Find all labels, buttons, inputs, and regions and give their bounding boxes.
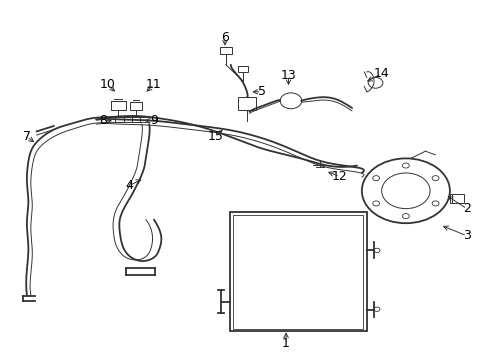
- Bar: [449, 194, 463, 203]
- Text: 14: 14: [373, 67, 388, 80]
- Text: 13: 13: [280, 69, 296, 82]
- Text: 7: 7: [23, 130, 31, 143]
- Text: 2: 2: [462, 202, 470, 215]
- Text: 11: 11: [146, 78, 162, 91]
- Text: 15: 15: [207, 130, 223, 143]
- Bar: [233, 215, 363, 329]
- Text: 4: 4: [125, 179, 133, 192]
- Bar: [131, 116, 140, 122]
- Bar: [111, 101, 125, 110]
- Bar: [115, 116, 124, 122]
- Text: 3: 3: [462, 229, 470, 242]
- Bar: [238, 66, 247, 72]
- Text: 8: 8: [99, 114, 106, 127]
- Text: 9: 9: [150, 114, 158, 127]
- Text: 6: 6: [221, 31, 228, 44]
- Bar: [238, 97, 255, 110]
- Text: 1: 1: [282, 337, 289, 350]
- Text: 5: 5: [257, 85, 265, 98]
- Bar: [229, 212, 366, 331]
- Text: 12: 12: [331, 170, 347, 183]
- Bar: [129, 102, 142, 110]
- Text: 10: 10: [100, 78, 115, 91]
- Bar: [220, 47, 231, 54]
